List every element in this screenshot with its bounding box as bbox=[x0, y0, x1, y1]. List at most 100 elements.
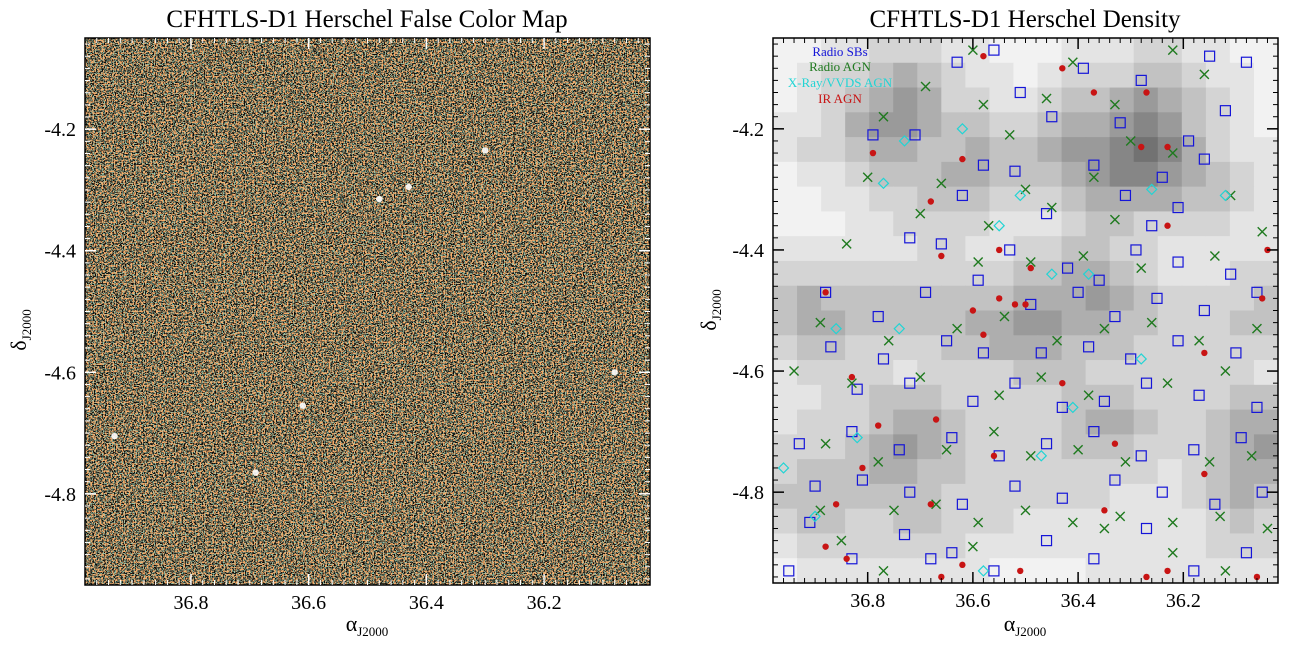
ir-agn-marker bbox=[927, 198, 935, 205]
density-cell bbox=[773, 409, 798, 435]
density-cell bbox=[965, 112, 991, 138]
left-y-tick-label: -4.2 bbox=[44, 119, 76, 141]
density-cell bbox=[965, 260, 991, 287]
legend-radio-agn: Radio AGN bbox=[809, 59, 871, 74]
density-cell bbox=[1085, 459, 1111, 485]
right-y-tick-label: -4.4 bbox=[732, 240, 764, 262]
density-cell bbox=[1109, 508, 1135, 535]
density-cell bbox=[1013, 459, 1039, 485]
radio-sb-marker bbox=[909, 129, 921, 141]
density-cell bbox=[917, 558, 942, 583]
density-cell bbox=[821, 360, 846, 386]
radio-agn-marker bbox=[1204, 456, 1215, 467]
density-cell bbox=[965, 137, 991, 163]
radio-sb-marker bbox=[1198, 153, 1210, 165]
density-cell bbox=[1229, 310, 1255, 336]
radio-sb-marker bbox=[1088, 426, 1100, 438]
radio-agn-marker bbox=[1067, 57, 1078, 68]
density-cell bbox=[869, 38, 894, 64]
radio-agn-marker bbox=[1220, 366, 1231, 377]
density-cell bbox=[1061, 310, 1087, 336]
density-cell bbox=[1109, 459, 1135, 485]
radio-agn-marker bbox=[1246, 450, 1257, 461]
density-cell bbox=[1229, 236, 1255, 262]
radio-agn-marker bbox=[1194, 335, 1205, 346]
right-x-tick-label: 36.2 bbox=[1166, 590, 1201, 612]
density-cell bbox=[941, 335, 966, 361]
density-cell bbox=[1061, 459, 1087, 485]
density-cell bbox=[1061, 38, 1087, 64]
ir-agn-marker bbox=[1143, 89, 1150, 96]
density-cell bbox=[1205, 285, 1231, 312]
xray-agn-marker bbox=[1145, 183, 1158, 196]
density-cell bbox=[1253, 409, 1278, 435]
radio-agn-marker bbox=[1162, 378, 1173, 389]
density-cell bbox=[1205, 409, 1231, 435]
density-cell bbox=[1205, 558, 1231, 583]
radio-sb-marker bbox=[1172, 256, 1184, 268]
ir-agn-marker bbox=[1164, 143, 1171, 151]
density-cell bbox=[797, 459, 822, 485]
density-cell bbox=[797, 38, 822, 64]
density-cell bbox=[821, 310, 846, 336]
density-cell bbox=[869, 260, 894, 287]
xray-agn-marker bbox=[809, 510, 821, 523]
xray-agn-marker bbox=[877, 177, 890, 190]
density-cell bbox=[821, 137, 846, 163]
density-cell bbox=[965, 360, 991, 386]
density-cell bbox=[1205, 384, 1231, 411]
density-cell bbox=[773, 62, 798, 89]
density-cell bbox=[965, 186, 991, 213]
radio-agn-marker bbox=[941, 444, 952, 455]
density-cell bbox=[893, 384, 918, 411]
right-chart-title: CFHTLS-D1 Herschel Density bbox=[869, 6, 1181, 33]
density-heatmap bbox=[773, 38, 1278, 583]
density-cell bbox=[1157, 161, 1183, 188]
density-cell bbox=[1037, 38, 1063, 64]
ir-agn-marker bbox=[1138, 143, 1145, 151]
density-cell bbox=[1037, 508, 1063, 535]
radio-sb-marker bbox=[1014, 86, 1026, 99]
density-cell bbox=[941, 459, 966, 485]
density-cell bbox=[917, 87, 942, 113]
radio-sb-marker bbox=[1056, 492, 1068, 504]
radio-agn-marker bbox=[1036, 372, 1047, 383]
density-cell bbox=[965, 409, 991, 435]
density-cell bbox=[989, 38, 1015, 64]
density-cell bbox=[1013, 483, 1039, 510]
density-cell bbox=[1253, 335, 1278, 361]
ir-agn-marker bbox=[843, 555, 850, 562]
radio-sb-marker bbox=[946, 432, 958, 444]
density-cell bbox=[893, 112, 918, 138]
density-cell bbox=[797, 533, 822, 559]
density-cell bbox=[1133, 409, 1159, 435]
radio-sb-marker bbox=[1009, 165, 1021, 177]
radio-agn-marker bbox=[1078, 251, 1089, 261]
density-cell bbox=[1253, 310, 1278, 336]
density-cell bbox=[1109, 533, 1135, 559]
radio-sb-marker bbox=[856, 474, 869, 486]
radio-agn-marker bbox=[936, 178, 947, 189]
radio-agn-marker bbox=[1109, 99, 1120, 110]
radio-agn-marker bbox=[1025, 257, 1036, 268]
density-cell bbox=[869, 211, 894, 237]
radio-agn-marker bbox=[1167, 517, 1178, 528]
density-cell bbox=[941, 483, 966, 510]
radio-sb-marker bbox=[904, 486, 916, 498]
bright-source bbox=[299, 402, 306, 409]
density-cell bbox=[917, 434, 942, 460]
density-cell bbox=[893, 533, 918, 559]
density-cell bbox=[1037, 186, 1063, 213]
density-cell bbox=[1229, 211, 1255, 237]
right-x-tick-label: 36.6 bbox=[955, 590, 990, 612]
density-cell bbox=[797, 335, 822, 361]
density-cell bbox=[1013, 434, 1039, 460]
density-cell bbox=[1085, 285, 1111, 312]
density-cell bbox=[893, 186, 918, 213]
density-cell bbox=[1109, 483, 1135, 510]
density-cell bbox=[1109, 335, 1135, 361]
density-cell bbox=[1229, 260, 1255, 287]
density-cell bbox=[797, 87, 822, 113]
density-cell bbox=[917, 62, 942, 89]
density-cell bbox=[1109, 285, 1135, 312]
